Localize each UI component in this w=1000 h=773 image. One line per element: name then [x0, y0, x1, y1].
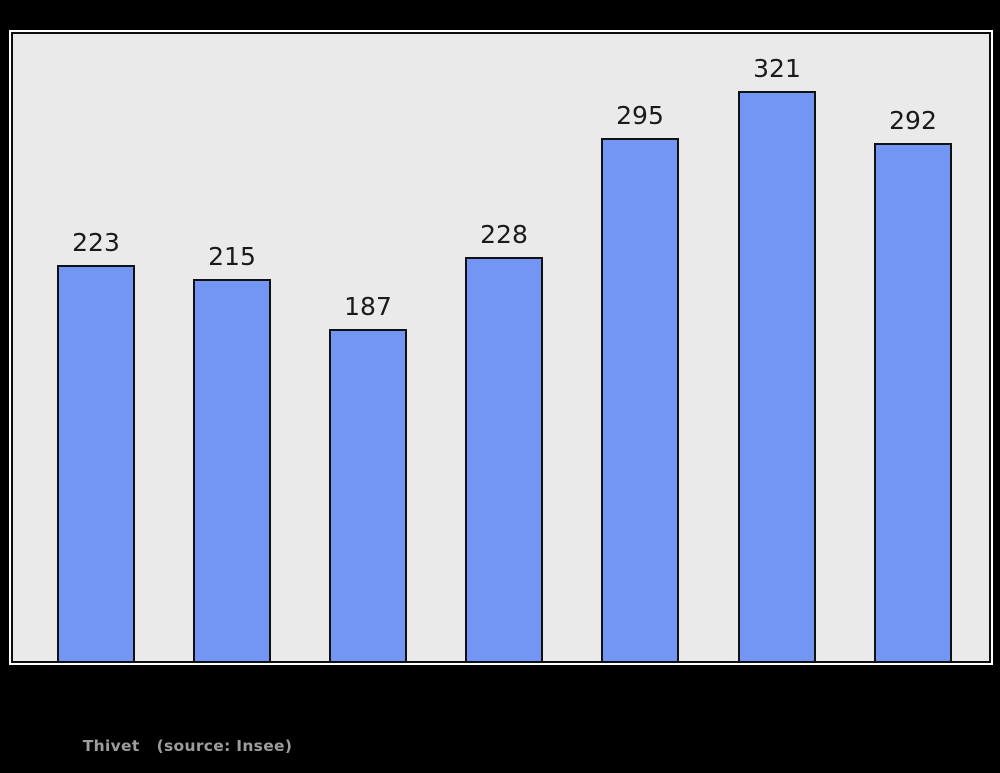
plot-area: 223 215 187 228 295 321 292: [11, 32, 991, 663]
caption-place-name: Thivet: [82, 737, 140, 755]
bar-value-label: 215: [208, 242, 256, 271]
bar-value-label: 228: [480, 220, 528, 249]
bar-group: 228: [465, 211, 543, 661]
bar[interactable]: [874, 143, 952, 661]
bar-value-label: 292: [889, 106, 937, 135]
bar[interactable]: [465, 257, 543, 661]
bar[interactable]: [601, 138, 679, 661]
bar[interactable]: [57, 265, 135, 661]
chart-caption: Thivet (source: Insee): [60, 719, 292, 773]
bar-value-label: 187: [344, 292, 392, 321]
bar-value-label: 223: [72, 228, 120, 257]
caption-source: (source: Insee): [156, 737, 293, 755]
bar-group: 295: [601, 92, 679, 661]
bar[interactable]: [738, 91, 816, 661]
bar[interactable]: [329, 329, 407, 661]
bar-group: 187: [329, 283, 407, 661]
bar-group: 215: [193, 233, 271, 661]
bar-value-label: 295: [616, 101, 664, 130]
caption-separator: [140, 737, 157, 755]
bar-group: 223: [57, 219, 135, 661]
bar-group: 321: [738, 45, 816, 661]
bar[interactable]: [193, 279, 271, 661]
plot-frame: 223 215 187 228 295 321 292: [9, 30, 993, 665]
bar-value-label: 321: [753, 54, 801, 83]
bar-group: 292: [874, 97, 952, 661]
chart-figure: 223 215 187 228 295 321 292 Thivet (source: In…: [9, 30, 993, 755]
